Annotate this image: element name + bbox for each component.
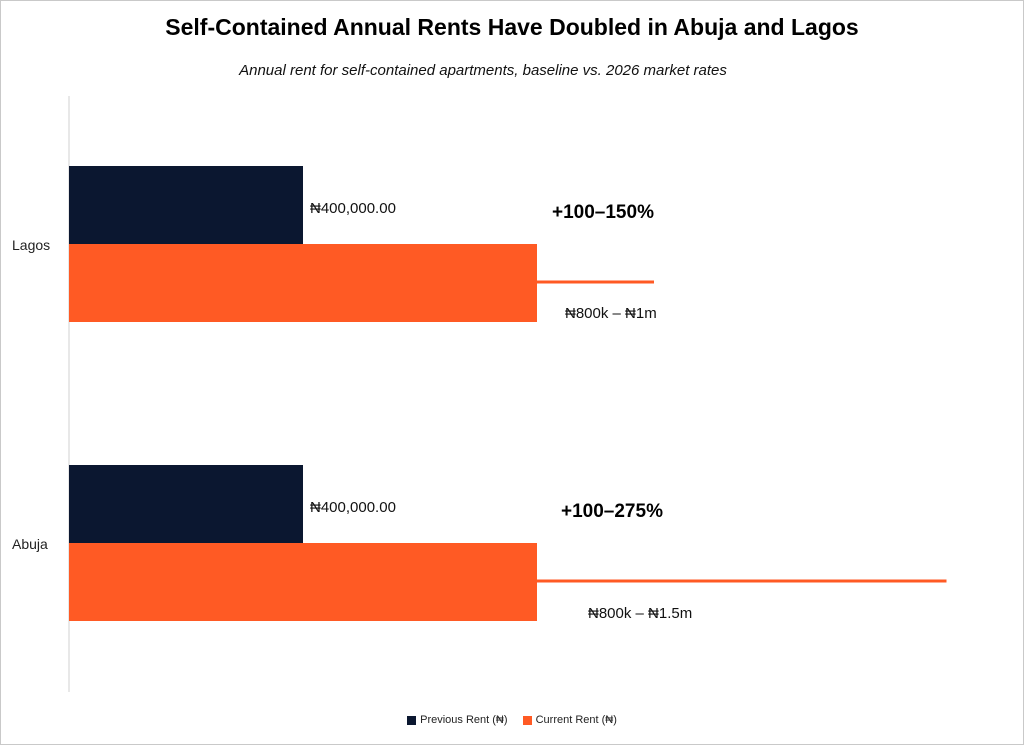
category-label-abuja: Abuja: [12, 536, 48, 552]
data-label-current-lagos: ₦800k – ₦1m: [565, 305, 657, 322]
bar-current-abuja: [69, 543, 537, 621]
annotation-increase-abuja: +100–275%: [561, 501, 663, 522]
legend-label-previous: Previous Rent (₦): [420, 714, 508, 726]
bar-current-lagos: [69, 244, 537, 322]
category-label-lagos: Lagos: [12, 237, 50, 253]
bar-previous-abuja: [69, 465, 303, 543]
legend-swatch-current: [522, 715, 532, 725]
chart-title: Self-Contained Annual Rents Have Doubled…: [165, 14, 859, 40]
legend: Previous Rent (₦) Current Rent (₦): [0, 714, 1024, 728]
data-label-current-abuja: ₦800k – ₦1.5m: [588, 605, 692, 622]
legend-label-current: Current Rent (₦): [535, 714, 617, 726]
bar-previous-lagos: [69, 166, 303, 244]
legend-item-previous: Previous Rent (₦): [407, 714, 508, 726]
data-label-previous-abuja: ₦400,000.00: [310, 499, 396, 516]
legend-swatch-previous: [407, 715, 417, 725]
data-label-previous-lagos: ₦400,000.00: [310, 200, 396, 217]
annotation-increase-lagos: +100–150%: [552, 202, 654, 223]
chart-subtitle: Annual rent for self-contained apartment…: [239, 62, 727, 79]
legend-item-current: Current Rent (₦): [522, 714, 617, 726]
